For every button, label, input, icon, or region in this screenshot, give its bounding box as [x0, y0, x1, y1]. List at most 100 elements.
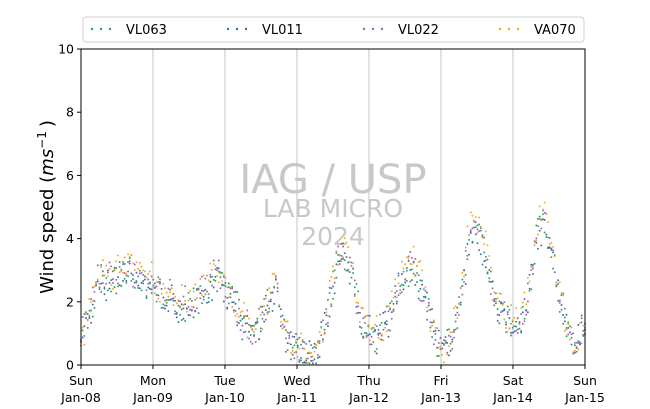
point-VA070-138: [311, 355, 314, 358]
point-VL063-186: [392, 310, 395, 312]
point-VA070-143: [320, 326, 323, 329]
point-VL011-108: [261, 311, 264, 314]
point-VL022-57: [175, 311, 178, 314]
legend-marker-VL011-0: [226, 27, 230, 31]
point-VL022-62: [184, 285, 187, 288]
point-VL011-114: [271, 309, 274, 312]
point-VL063-59: [179, 313, 182, 316]
point-VL022-100: [248, 337, 250, 340]
point-VL011-21: [115, 292, 118, 295]
point-VL022-83: [219, 287, 222, 290]
point-VL063-178: [379, 324, 381, 327]
point-VL011-278: [547, 247, 549, 250]
point-VL011-212: [436, 346, 439, 349]
point-VL063-236: [476, 224, 479, 227]
point-VL011-235: [474, 233, 477, 236]
point-VL011-61: [182, 317, 185, 320]
point-VL063-273: [538, 215, 541, 218]
point-VL063-17: [108, 281, 111, 284]
point-VL022-278: [547, 236, 549, 239]
point-VL011-113: [269, 300, 272, 303]
point-VA070-195: [407, 257, 410, 260]
point-VA070-252: [503, 318, 506, 321]
point-VL063-147: [327, 298, 329, 301]
point-VL063-111: [266, 289, 269, 291]
point-VL011-182: [385, 323, 388, 326]
point-VL022-114: [271, 291, 274, 294]
point-VL011-40: [147, 286, 150, 289]
point-VL063-64: [187, 291, 190, 294]
point-VL022-56: [174, 312, 177, 315]
point-VL063-161: [350, 276, 353, 279]
point-VL011-8: [93, 300, 96, 303]
point-VL063-221: [451, 340, 454, 343]
point-VL011-72: [201, 289, 203, 292]
point-VA070-41: [148, 270, 151, 273]
point-VL011-60: [180, 303, 183, 306]
point-VL011-67: [192, 316, 195, 319]
point-VL022-81: [216, 269, 219, 272]
point-VL011-27: [125, 279, 128, 282]
point-VL063-272: [537, 217, 539, 220]
point-VA070-114: [271, 273, 274, 275]
point-VL011-241: [484, 266, 487, 269]
point-VL022-228: [463, 280, 465, 283]
point-VL011-202: [419, 287, 422, 290]
point-VL022-169: [363, 322, 366, 324]
x-tick-label-date-1: Jan-09: [132, 390, 173, 405]
y-tick-label-4: 8: [66, 105, 74, 120]
point-VL022-148: [328, 292, 331, 294]
point-VL063-182: [385, 305, 388, 308]
point-VL063-276: [543, 231, 546, 234]
point-VL063-195: [407, 285, 410, 288]
point-VA070-80: [214, 264, 217, 267]
point-VA070-50: [164, 287, 166, 290]
point-VL022-45: [155, 285, 158, 288]
point-VL022-50: [164, 299, 166, 302]
point-VA070-63: [185, 310, 188, 313]
point-VL011-37: [142, 280, 145, 282]
point-VL063-103: [253, 324, 255, 327]
point-VL063-37: [142, 282, 145, 285]
point-VA070-188: [395, 296, 398, 299]
point-VL063-280: [550, 256, 553, 259]
point-VL011-263: [521, 311, 524, 314]
point-VL063-210: [432, 321, 435, 323]
point-VL063-266: [526, 282, 529, 285]
point-VA070-135: [306, 361, 309, 364]
x-tick-label-date-3: Jan-11: [276, 390, 317, 405]
point-VA070-27: [125, 273, 128, 275]
point-VA070-69: [195, 297, 198, 300]
point-VL063-12: [100, 264, 103, 266]
point-VL063-175: [374, 330, 376, 333]
point-VA070-137: [310, 351, 313, 354]
point-VA070-294: [573, 349, 576, 352]
point-VL063-99: [246, 322, 249, 325]
point-VA070-290: [567, 323, 570, 326]
point-VL022-85: [222, 275, 225, 278]
point-VL011-82: [217, 267, 220, 270]
point-VL022-213: [437, 342, 440, 344]
point-VL063-224: [456, 327, 459, 330]
point-VL011-135: [306, 352, 309, 355]
point-VL011-88: [227, 282, 230, 285]
point-VL022-211: [434, 332, 437, 335]
point-VA070-227: [461, 271, 464, 274]
point-VL011-229: [464, 282, 467, 285]
point-VL011-271: [535, 241, 538, 244]
point-VL022-292: [570, 333, 573, 336]
point-VL011-250: [500, 301, 502, 304]
point-VL011-110: [264, 309, 267, 312]
point-VL011-220: [449, 349, 452, 352]
point-VL063-151: [333, 269, 336, 272]
point-VA070-166: [358, 321, 361, 323]
point-VL011-192: [402, 288, 405, 291]
point-VA070-278: [547, 221, 549, 224]
point-VA070-34: [137, 267, 140, 270]
point-VL022-184: [389, 329, 392, 332]
point-VL063-81: [216, 290, 219, 293]
point-VA070-161: [350, 264, 353, 267]
point-VA070-279: [548, 243, 551, 246]
point-VA070-155: [340, 260, 343, 263]
point-VL011-156: [342, 257, 345, 260]
